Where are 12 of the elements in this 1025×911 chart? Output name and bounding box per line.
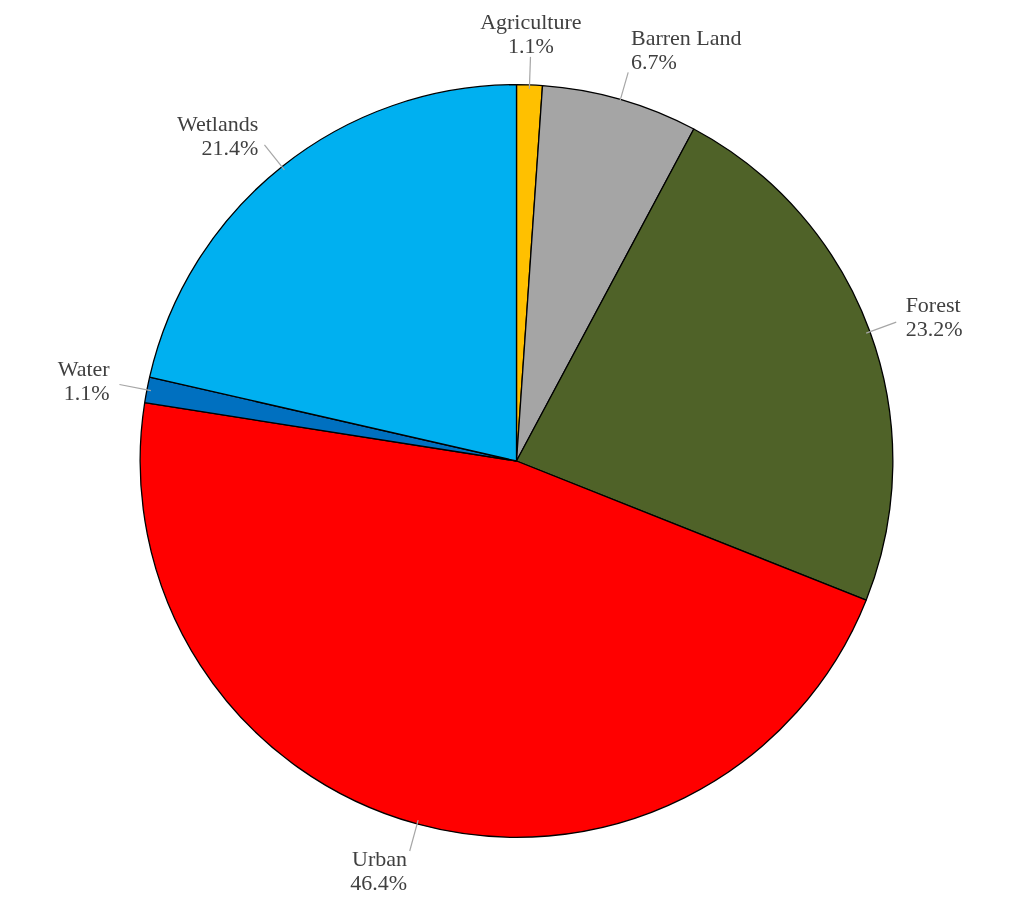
- data-label: 6.7%: [630, 48, 677, 74]
- data-label: 1.1%: [507, 32, 554, 58]
- slice-label: Wetlands: [176, 110, 259, 136]
- data-label: 21.4%: [201, 134, 259, 160]
- slice-label: Water: [57, 356, 111, 382]
- data-label: 46.4%: [350, 870, 408, 896]
- data-label: 1.1%: [63, 380, 110, 406]
- slice-label: Forest: [905, 292, 961, 318]
- slice-label: Urban: [352, 846, 408, 872]
- slice-label: Agriculture: [480, 8, 582, 34]
- data-label: 23.2%: [905, 316, 963, 342]
- slice-label: Barren Land: [630, 24, 742, 50]
